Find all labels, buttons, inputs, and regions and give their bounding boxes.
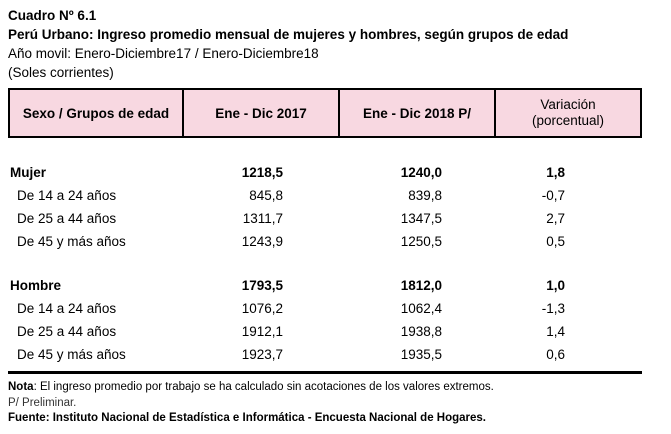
- value-2017: 1912,1: [241, 324, 283, 339]
- value-2018: 1250,5: [400, 234, 442, 249]
- table-unit: (Soles corrientes): [8, 65, 114, 80]
- value-2018: 839,8: [408, 188, 442, 203]
- value-2018: 1347,5: [400, 211, 442, 226]
- value-2017: 1076,2: [241, 301, 283, 316]
- table-row: De 45 y más años 1243,9 1250,5 0,5: [8, 230, 642, 253]
- title-block: Cuadro Nº 6.1 Perú Urbano: Ingreso prome…: [8, 6, 568, 82]
- value-2017: 1311,7: [242, 211, 283, 226]
- table-row-mujer: Mujer 1218,5 1240,0 1,8: [8, 161, 642, 184]
- value-2017: 1923,7: [241, 347, 283, 362]
- table-number: Cuadro Nº 6.1: [8, 8, 97, 23]
- table-row: De 14 a 24 años 845,8 839,8 -0,7: [8, 184, 642, 207]
- table-body: Mujer 1218,5 1240,0 1,8 De 14 a 24 años …: [8, 138, 642, 374]
- column-header-2017: Ene - Dic 2017: [182, 90, 338, 136]
- value-2017: 845,8: [249, 188, 283, 203]
- source-line: Fuente: Instituto Nacional de Estadístic…: [8, 412, 487, 424]
- value-variation: 1,0: [546, 278, 565, 293]
- row-label: De 25 a 44 años: [17, 324, 117, 339]
- row-label: De 45 y más años: [17, 234, 126, 249]
- note-label: Nota: [8, 381, 34, 393]
- table-header-row: Sexo / Grupos de edad Ene - Dic 2017 Ene…: [8, 88, 642, 138]
- value-variation: 1,4: [546, 324, 565, 339]
- value-variation: 1,8: [546, 165, 565, 180]
- row-label: Hombre: [10, 278, 62, 293]
- value-variation: 0,6: [546, 347, 565, 362]
- table-subtitle: Año movil: Enero-Diciembre17 / Enero-Dic…: [8, 46, 319, 61]
- note-text: : El ingreso promedio por trabajo se ha …: [33, 381, 494, 393]
- note-line: Nota: El ingreso promedio por trabajo se…: [8, 380, 494, 396]
- preliminary-note: P/ Preliminar.: [8, 396, 77, 409]
- table-row-hombre: Hombre 1793,5 1812,0 1,0: [8, 274, 642, 297]
- table-title: Perú Urbano: Ingreso promedio mensual de…: [8, 27, 569, 42]
- column-header-variacion-line2: (porcentual): [531, 113, 605, 128]
- column-header-variacion-line1: Variación: [540, 97, 596, 112]
- value-variation: -0,7: [541, 188, 565, 203]
- group-spacer: [8, 253, 642, 274]
- column-header-2018: Ene - Dic 2018 P/: [338, 90, 494, 136]
- value-variation: 0,5: [546, 234, 565, 249]
- row-label: Mujer: [10, 165, 47, 180]
- table-row: De 14 a 24 años 1076,2 1062,4 -1,3: [8, 297, 642, 320]
- value-2018: 1240,0: [400, 165, 442, 180]
- row-label: De 25 a 44 años: [17, 211, 117, 226]
- value-2018: 1062,4: [400, 301, 442, 316]
- table-row: De 25 a 44 años 1311,7 1347,5 2,7: [8, 207, 642, 230]
- table-row: De 45 y más años 1923,7 1935,5 0,6: [8, 343, 642, 366]
- row-label: De 14 a 24 años: [17, 188, 117, 203]
- table-row: De 25 a 44 años 1912,1 1938,8 1,4: [8, 320, 642, 343]
- value-2017: 1793,5: [241, 278, 283, 293]
- value-2018: 1812,0: [400, 278, 442, 293]
- value-2018: 1938,8: [400, 324, 442, 339]
- column-header-variacion: Variación (porcentual): [494, 90, 640, 136]
- value-2017: 1243,9: [241, 234, 283, 249]
- row-label: De 45 y más años: [17, 347, 126, 362]
- footnotes: Nota: El ingreso promedio por trabajo se…: [8, 380, 494, 427]
- value-2017: 1218,5: [241, 165, 283, 180]
- value-variation: 2,7: [546, 211, 565, 226]
- statistics-table: Sexo / Grupos de edad Ene - Dic 2017 Ene…: [8, 88, 642, 374]
- row-label: De 14 a 24 años: [17, 301, 117, 316]
- value-variation: -1,3: [541, 301, 565, 316]
- value-2018: 1935,5: [400, 347, 442, 362]
- column-header-sexo-grupos: Sexo / Grupos de edad: [22, 105, 170, 121]
